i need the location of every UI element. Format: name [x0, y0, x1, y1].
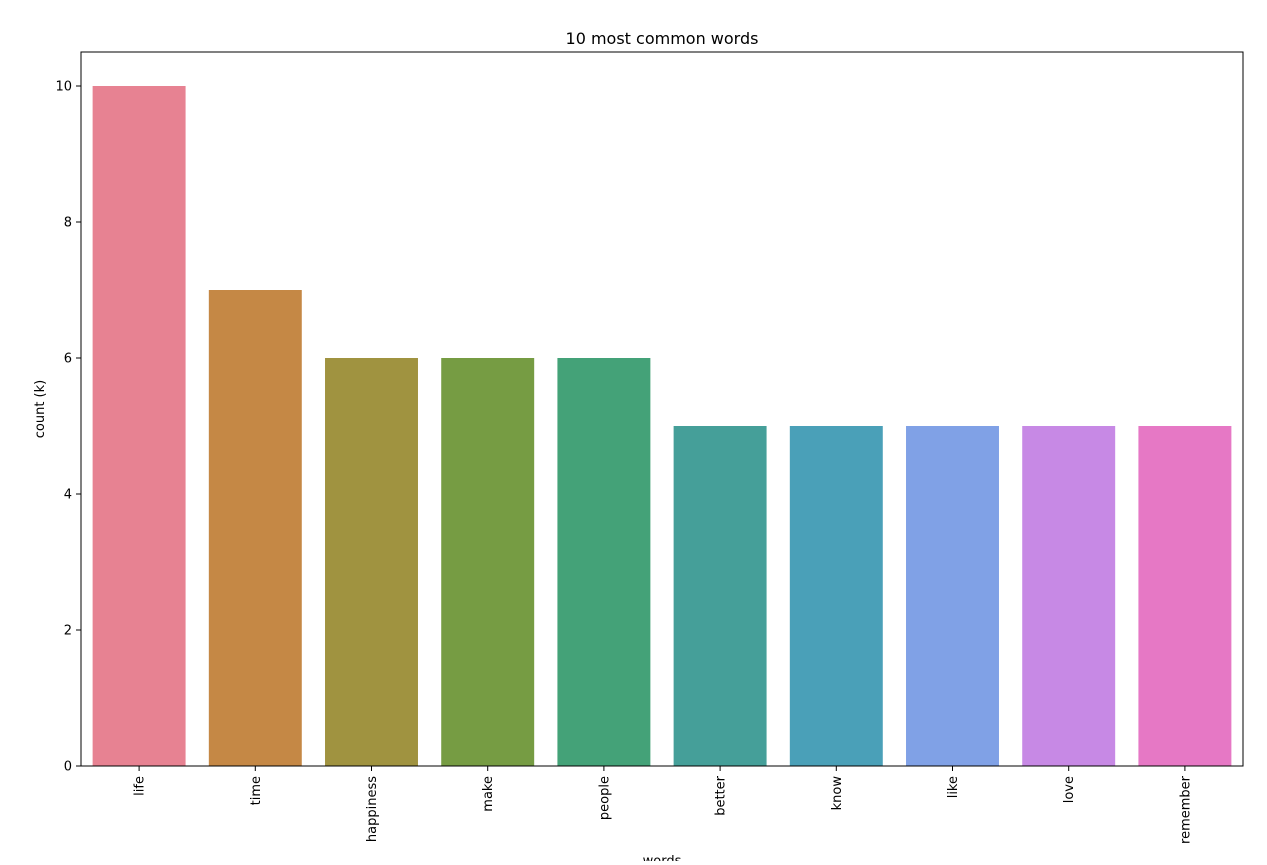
- bar-like: [906, 426, 999, 766]
- x-axis: life time happiness make people better know lik…: [133, 766, 1193, 844]
- bar-people: [557, 358, 651, 766]
- bar-make: [441, 358, 535, 766]
- x-tick-label-love: love: [1062, 776, 1077, 803]
- bar-love: [1022, 426, 1116, 766]
- x-axis-label: words: [643, 854, 682, 861]
- x-tick-label-life: life: [133, 776, 148, 796]
- x-tick-label-time: time: [249, 776, 264, 805]
- x-tick-label-make: make: [481, 776, 496, 812]
- y-tick-label: 2: [64, 624, 72, 639]
- bar-time: [208, 290, 302, 766]
- x-tick-label-know: know: [830, 776, 845, 811]
- y-axis: 0 2 4 6 8 10: [55, 80, 81, 775]
- y-tick-label: 10: [55, 80, 72, 95]
- bars-layer: [92, 86, 1232, 766]
- y-tick-label: 6: [64, 352, 72, 367]
- x-tick-label-people: people: [597, 776, 612, 820]
- x-tick-label-happiness: happiness: [365, 776, 380, 842]
- x-tick-label-better: better: [714, 775, 729, 815]
- chart-title: 10 most common words: [566, 29, 759, 48]
- x-tick-label-remember: remember: [1178, 775, 1193, 844]
- bar-life: [92, 86, 186, 766]
- y-tick-label: 4: [64, 488, 72, 503]
- bar-happiness: [325, 358, 418, 766]
- x-tick-label-like: like: [946, 776, 961, 798]
- y-axis-label: count (k): [33, 380, 48, 438]
- bar-better: [673, 426, 767, 766]
- bar-remember: [1138, 426, 1232, 766]
- y-tick-label: 8: [64, 216, 72, 231]
- plot-area-frame: [80, 51, 1244, 767]
- y-tick-label: 0: [64, 760, 72, 775]
- bar-know: [789, 426, 883, 766]
